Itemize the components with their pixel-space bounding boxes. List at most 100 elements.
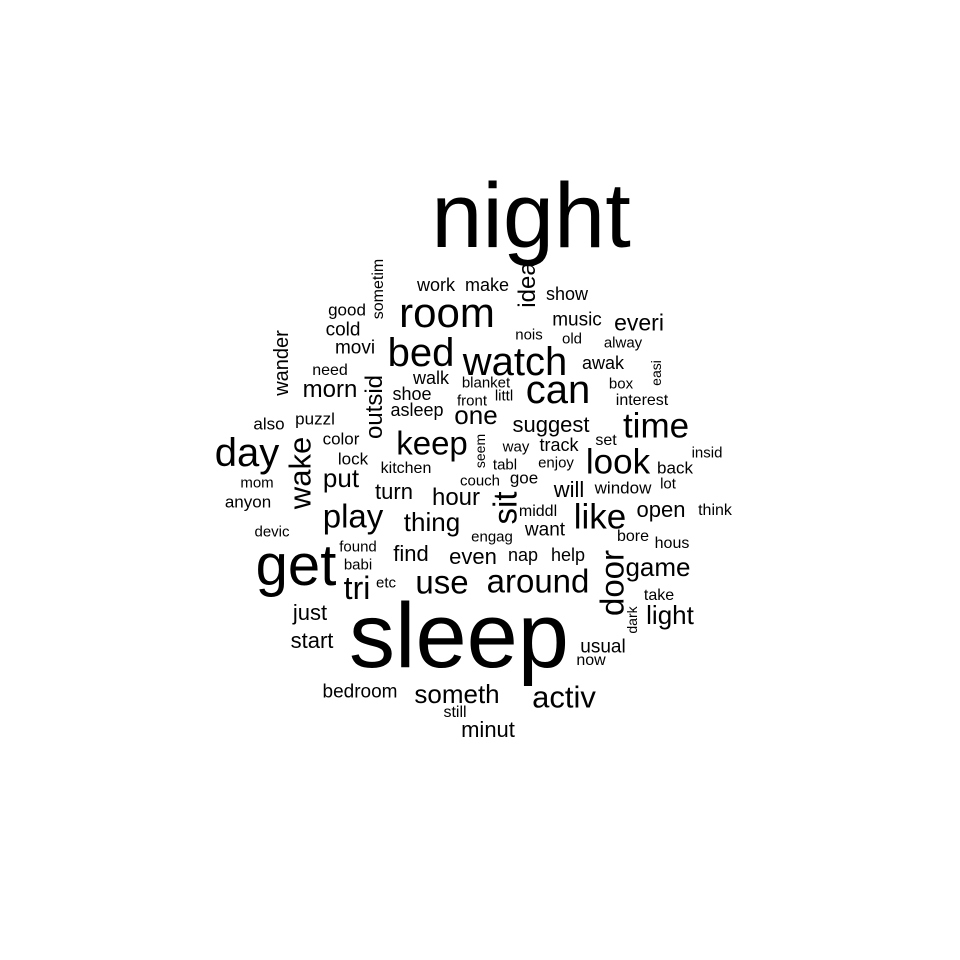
word-look: look	[585, 442, 651, 482]
word-movi: movi	[334, 337, 376, 359]
word-awak: awak	[581, 353, 625, 373]
word-devic: devic	[254, 523, 290, 541]
word-kitchen: kitchen	[380, 460, 432, 477]
word-like: like	[573, 497, 627, 537]
word-middl: middl	[518, 503, 558, 520]
word-minut: minut	[461, 717, 515, 742]
word-will: will	[553, 477, 585, 502]
word-front: front	[456, 392, 488, 410]
word-want: want	[524, 519, 566, 541]
word-color: color	[322, 429, 360, 449]
word-someth: someth	[414, 679, 500, 709]
word-sit: sit	[486, 491, 524, 525]
word-nois: nois	[515, 326, 543, 344]
word-around: around	[486, 562, 590, 600]
word-now: now	[576, 652, 606, 669]
word-get: get	[255, 533, 337, 598]
word-show: show	[545, 284, 589, 304]
word-good: good	[328, 300, 366, 320]
word-play: play	[322, 497, 384, 535]
word-insid: insid	[691, 444, 723, 462]
word-bore: bore	[616, 528, 650, 545]
word-work: work	[416, 275, 456, 295]
word-old: old	[561, 330, 583, 348]
word-walk: walk	[412, 368, 450, 388]
word-activ: activ	[532, 679, 596, 715]
word-alway: alway	[603, 334, 643, 352]
word-can: can	[525, 368, 591, 412]
word-easi: easi	[648, 360, 664, 386]
word-nap: nap	[507, 545, 539, 565]
word-day: day	[214, 431, 280, 475]
word-everi: everi	[614, 309, 664, 336]
word-also: also	[253, 414, 285, 434]
word-littl: littl	[494, 387, 514, 405]
word-wake: wake	[282, 436, 318, 510]
word-make: make	[464, 275, 510, 295]
word-usual: usual	[580, 636, 626, 658]
word-track: track	[539, 435, 579, 455]
word-hous: hous	[654, 535, 690, 552]
word-idea: idea	[514, 262, 541, 308]
word-bedroom: bedroom	[322, 681, 398, 703]
word-use: use	[415, 563, 469, 601]
word-enjoy: enjoy	[538, 454, 574, 472]
word-tabl: tabl	[492, 456, 518, 474]
word-just: just	[292, 600, 328, 625]
word-night: night	[431, 165, 631, 267]
word-game: game	[625, 552, 691, 582]
word-one: one	[454, 400, 498, 430]
word-sometim: sometim	[370, 258, 387, 320]
word-music: music	[552, 309, 602, 331]
word-wander: wander	[271, 330, 293, 396]
word-light: light	[646, 600, 694, 630]
word-take: take	[643, 587, 675, 604]
word-way: way	[502, 438, 530, 456]
word-start: start	[290, 628, 334, 653]
word-interest: interest	[615, 392, 669, 409]
word-open: open	[636, 497, 686, 522]
word-set: set	[595, 432, 617, 449]
word-morn: morn	[302, 376, 358, 403]
word-engag: engag	[471, 528, 513, 546]
word-watch: watch	[462, 340, 568, 384]
word-back: back	[657, 458, 693, 478]
word-found: found	[339, 538, 377, 556]
word-time: time	[622, 406, 690, 446]
word-thing: thing	[403, 507, 461, 537]
word-think: think	[698, 502, 732, 519]
word-lock: lock	[337, 449, 369, 469]
word-need: need	[312, 362, 348, 379]
word-cold: cold	[325, 319, 361, 341]
word-anyon: anyon	[224, 492, 272, 512]
word-room: room	[399, 289, 495, 336]
word-puzzl: puzzl	[295, 409, 335, 429]
word-even: even	[449, 544, 497, 569]
word-hour: hour	[431, 484, 481, 511]
word-lot: lot	[660, 475, 676, 493]
word-put: put	[322, 463, 360, 493]
word-suggest: suggest	[512, 412, 590, 437]
word-sleep: sleep	[349, 585, 569, 687]
word-help: help	[550, 545, 586, 565]
word-mom: mom	[240, 474, 274, 492]
word-window: window	[594, 478, 652, 498]
word-box: box	[608, 375, 634, 393]
word-still: still	[443, 704, 467, 721]
word-blanket: blanket	[461, 374, 511, 392]
word-goe: goe	[509, 468, 539, 488]
word-find: find	[393, 541, 429, 566]
word-babi: babi	[343, 556, 373, 574]
word-asleep: asleep	[390, 400, 444, 420]
word-outsid: outsid	[361, 374, 388, 440]
word-etc: etc	[375, 574, 397, 592]
word-shoe: shoe	[392, 384, 432, 404]
word-couch: couch	[459, 472, 501, 490]
word-turn: turn	[375, 479, 413, 504]
word-seem: seem	[472, 433, 488, 469]
word-tri: tri	[343, 570, 371, 606]
word-dark: dark	[624, 606, 640, 634]
word-keep: keep	[396, 424, 468, 462]
word-bed: bed	[387, 331, 455, 375]
